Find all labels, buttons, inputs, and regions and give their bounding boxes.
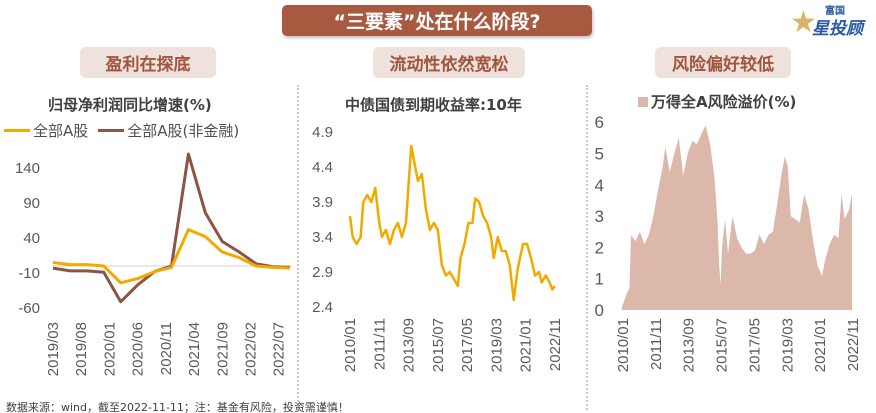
x-tick-label: 2019/08 [73,322,90,376]
x-tick-label: 2022/11 [547,318,564,371]
x-tick-label: 2017/05 [459,318,476,372]
y-tick-label: 2 [595,238,604,257]
x-tick-label: 2021/01 [518,318,535,372]
x-tick-label: 2021/09 [214,322,231,376]
y-tick-label: 6 [595,113,604,132]
y-tick-label: 4.4 [312,159,333,176]
x-tick-label: 2010/01 [342,318,359,372]
chart2-title: 中债国债到期收益率:10年 [345,96,522,114]
header-banner: “三要素”处在什么阶段? [282,5,592,36]
y-tick-label: 1 [595,270,604,289]
legend-swatch-yellow [4,129,30,132]
data-source-note: 数据来源：wind，截至2022-11-11；注：基金有风险，投资需谨慎！ [6,401,349,413]
x-tick-label: 2010/01 [615,318,632,372]
x-tick-label: 2020/06 [130,322,147,376]
x-tick-label: 2021/01 [812,318,829,372]
chart1-title: 归母净利润同比增速(%) [48,96,212,114]
y-tick-label: 3.9 [312,194,333,211]
legend-label: 万得全A风险溢价(%) [651,93,797,111]
y-tick-label: -60 [18,300,40,317]
y-tick-label: 4.9 [312,124,333,141]
yield-line [348,144,556,302]
x-tick-label: 2011/11 [648,318,665,370]
y-tick-label: 0 [595,301,604,320]
x-tick-label: 2011/11 [371,318,388,370]
chart3-title: 万得全A风险溢价(%) [638,91,796,112]
star-icon: ★ [790,5,817,40]
y-tick-label: 2.4 [312,299,333,316]
y-tick-label: 3.4 [312,229,333,246]
y-tick-label: 90 [23,195,40,212]
divider [297,85,299,410]
x-tick-label: 2015/07 [430,318,447,372]
x-tick-label: 2013/09 [681,318,698,372]
section-label-liquidity: 流动性依然宽松 [373,47,525,78]
series-line-all-a [52,228,291,285]
legend-swatch-brown [98,129,125,132]
legend-swatch-area [638,96,648,107]
x-tick-label: 2017/05 [746,318,763,372]
x-tick-label: 2020/01 [101,322,118,376]
x-tick-label: 2022/11 [845,318,862,371]
y-tick-label: 2.9 [312,264,333,281]
logo-large-text: 星投顾 [812,19,863,39]
y-tick-label: 140 [15,160,40,177]
chart1-legend: 全部A股 全部A股(非金融) [4,120,239,141]
divider [586,85,588,410]
x-tick-label: 2020/11 [158,322,175,375]
x-tick-label: 2021/04 [186,322,203,376]
x-tick-label: 2022/02 [243,322,260,376]
y-tick-label: -10 [18,265,40,282]
x-tick-label: 2022/07 [271,322,288,376]
legend-label: 全部A股(非金融) [127,122,240,140]
logo-small-text: 富国 [825,6,845,17]
x-tick-label: 2019/03 [488,318,505,372]
x-tick-label: 2019/03 [45,322,62,376]
risk-premium-area [622,125,852,310]
y-tick-label: 40 [23,230,40,247]
y-tick-label: 5 [595,145,604,164]
y-tick-label: 3 [595,207,604,226]
x-tick-label: 2013/09 [401,318,418,372]
y-tick-label: 4 [595,176,604,195]
section-label-earnings: 盈利在探底 [80,47,216,78]
x-tick-label: 2019/03 [779,318,796,372]
x-tick-label: 2015/07 [714,318,731,372]
series-line-nonfinancial [52,152,291,304]
legend-label: 全部A股 [33,122,89,140]
logo: ★ 富国 星投顾 [790,2,870,40]
section-label-risk: 风险偏好较低 [655,47,791,78]
